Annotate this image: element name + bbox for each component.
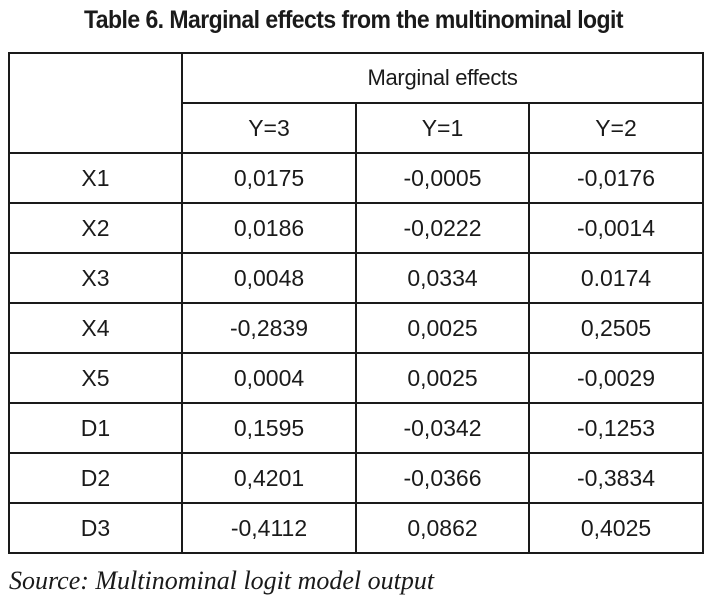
table-row: X3 0,0048 0,0334 0.0174	[8, 252, 705, 304]
row-label: X1	[8, 152, 183, 204]
table-cell: 0,0025	[355, 302, 530, 354]
table-cell: -0,0005	[355, 152, 530, 204]
table-cell: 0,2505	[527, 302, 705, 354]
corner-cell	[8, 52, 183, 154]
group-header-row: Marginal effects	[8, 52, 705, 154]
table-cell: -0,0222	[355, 202, 530, 254]
table-row: D1 0,1595 -0,0342 -0,1253	[8, 402, 705, 454]
table-cell: 0,0175	[181, 152, 357, 204]
table-cell: -0,2839	[181, 302, 357, 354]
column-header: Y=3	[181, 102, 357, 154]
table-row: X4 -0,2839 0,0025 0,2505	[8, 302, 705, 354]
row-label: X4	[8, 302, 183, 354]
table-cell: 0,0025	[355, 352, 530, 404]
column-header: Y=2	[527, 102, 705, 154]
table-cell: 0,0862	[355, 502, 530, 554]
table-cell: 0,1595	[181, 402, 357, 454]
group-header-cell: Marginal effects	[180, 52, 705, 104]
table-row: D2 0,4201 -0,0366 -0,3834	[8, 452, 705, 504]
table-cell: 0,4025	[527, 502, 705, 554]
table-cell: -0,1253	[527, 402, 705, 454]
row-label: X3	[8, 252, 183, 304]
table-cell: 0,4201	[181, 452, 357, 504]
table-cell: 0,0186	[181, 202, 357, 254]
table-cell: -0,0014	[527, 202, 705, 254]
table-row: X1 0,0175 -0,0005 -0,0176	[8, 152, 705, 204]
table-cell: -0,3834	[527, 452, 705, 504]
row-label: X5	[8, 352, 183, 404]
table-cell: 0,0004	[181, 352, 357, 404]
table-cell: 0,0048	[181, 252, 357, 304]
column-header-row: Y=3 Y=1 Y=2	[9, 102, 705, 154]
row-label: D2	[8, 452, 183, 504]
table-row: X2 0,0186 -0,0222 -0,0014	[8, 202, 705, 254]
table-cell: 0.0174	[527, 252, 705, 304]
table-row: D3 -0,4112 0,0862 0,4025	[8, 502, 705, 554]
column-header: Y=1	[355, 102, 530, 154]
table-row: X5 0,0004 0,0025 -0,0029	[8, 352, 705, 404]
marginal-effects-table: Marginal effects Y=3 Y=1 Y=2 X1 0,0175 -…	[8, 52, 705, 554]
row-label: D3	[8, 502, 183, 554]
table-cell: -0,0366	[355, 452, 530, 504]
table-cell: -0,0029	[527, 352, 705, 404]
table-title: Table 6. Marginal effects from the multi…	[83, 6, 624, 34]
row-label: D1	[8, 402, 183, 454]
table-cell: 0,0334	[355, 252, 530, 304]
table-cell: -0,4112	[181, 502, 357, 554]
table-cell: -0,0176	[527, 152, 705, 204]
table-cell: -0,0342	[355, 402, 530, 454]
row-label: X2	[8, 202, 183, 254]
source-note: Source: Multinominal logit model output	[9, 566, 435, 595]
